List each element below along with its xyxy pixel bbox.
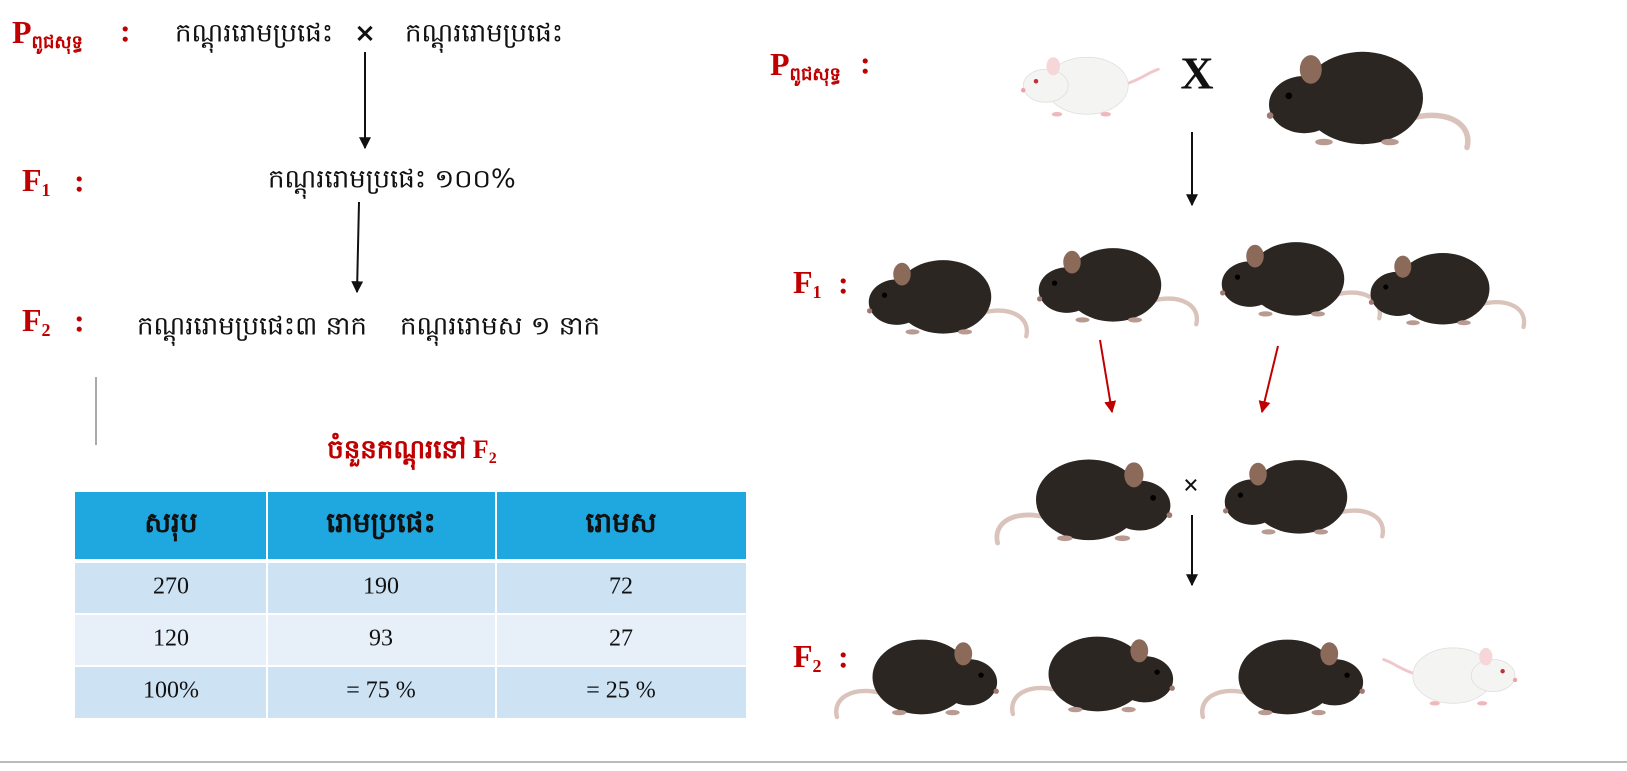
generation-label: Pពូជសុទ្ធ: [770, 46, 841, 87]
symbol: P: [770, 46, 790, 82]
table: សរុប រោមប្រផេះ រោមស 270 190 72 120 93 27…: [75, 492, 746, 718]
cross-sign: ×: [1183, 470, 1199, 501]
cell: 100%: [143, 678, 199, 704]
row-bg: [75, 563, 746, 613]
mouse-dark: [1220, 242, 1380, 318]
separator: :: [120, 12, 131, 48]
cell: = 25 %: [586, 678, 656, 704]
mouse-dark: [1369, 253, 1524, 327]
mirrored-mouse: [836, 640, 999, 717]
mirrored-mouse: [997, 459, 1172, 543]
mirrored-mouse: [1202, 640, 1365, 717]
generation-label: F2: [22, 302, 51, 340]
mirrored-mouse: [1382, 646, 1519, 708]
header-cell: រោមប្រផេះ: [326, 506, 436, 540]
subscript: 1: [813, 282, 822, 302]
mouse-dark: [997, 459, 1172, 543]
subscript: 1: [42, 180, 51, 200]
generation-label: F1: [793, 264, 822, 302]
header-cell: សរុប: [144, 506, 197, 542]
cell: 72: [609, 574, 633, 600]
title-subscript: 2: [489, 450, 497, 467]
cross-sign: X: [1180, 48, 1213, 99]
mouse-dark: [867, 260, 1027, 336]
table-title: ចំនួនកណ្ដុរនៅ F2: [327, 432, 496, 470]
mirrored-mouse: [1012, 637, 1175, 714]
subscript: ពូជសុទ្ធ: [790, 64, 841, 87]
cell: 190: [363, 574, 399, 600]
symbol: F: [22, 162, 42, 198]
generation-label: F2: [793, 638, 822, 676]
row-bg: [75, 615, 746, 665]
separator: :: [838, 264, 849, 300]
mouse-white: [1382, 646, 1519, 708]
cell: 120: [153, 626, 189, 652]
mouse-dark: [1223, 460, 1383, 536]
mouse-dark: [1202, 640, 1365, 717]
subscript: 2: [42, 320, 51, 340]
f1-result: កណ្ដុររោមប្រផេះ ១០០%: [268, 165, 516, 200]
cell: 93: [369, 626, 393, 652]
arrow: [1099, 339, 1117, 414]
generation-label: Pពូជសុទ្ធ: [12, 14, 83, 55]
f2-result: កណ្ដុររោមស ១ នាក: [400, 312, 600, 347]
cell: 27: [609, 626, 633, 652]
symbol: P: [12, 14, 32, 50]
mouse-dark: [1037, 248, 1197, 324]
cell: 270: [153, 574, 189, 600]
header-row: [75, 492, 746, 559]
f2-result: កណ្ដុររោមប្រផេះ៣ នាក: [137, 312, 367, 347]
symbol: F: [793, 264, 813, 300]
title-text: ចំនួនកណ្ដុរនៅ F: [327, 432, 488, 470]
generation-label: F1: [22, 162, 51, 200]
arrow: [1258, 345, 1279, 414]
symbol: F: [793, 638, 813, 674]
separator: :: [860, 44, 871, 80]
parent-right: កណ្ដុររោមប្រផេះ: [405, 19, 563, 54]
mouse-dark: [836, 640, 999, 717]
header-cell: រោមស: [585, 506, 656, 539]
arrow: [351, 201, 364, 294]
separator: :: [74, 162, 85, 198]
mouse-dark: [1012, 637, 1175, 714]
row-bg: [75, 667, 746, 718]
symbol: F: [22, 302, 42, 338]
mouse-dark: [1267, 52, 1468, 148]
separator: :: [74, 302, 85, 338]
mouse-white: [1019, 55, 1160, 119]
subscript: 2: [813, 656, 822, 676]
parent-left: កណ្ដុររោមប្រផេះ: [175, 19, 333, 54]
cell: = 75 %: [346, 678, 416, 704]
separator: :: [838, 638, 849, 674]
subscript: ពូជសុទ្ធ: [32, 32, 83, 55]
cross-sign: ×: [354, 19, 376, 49]
